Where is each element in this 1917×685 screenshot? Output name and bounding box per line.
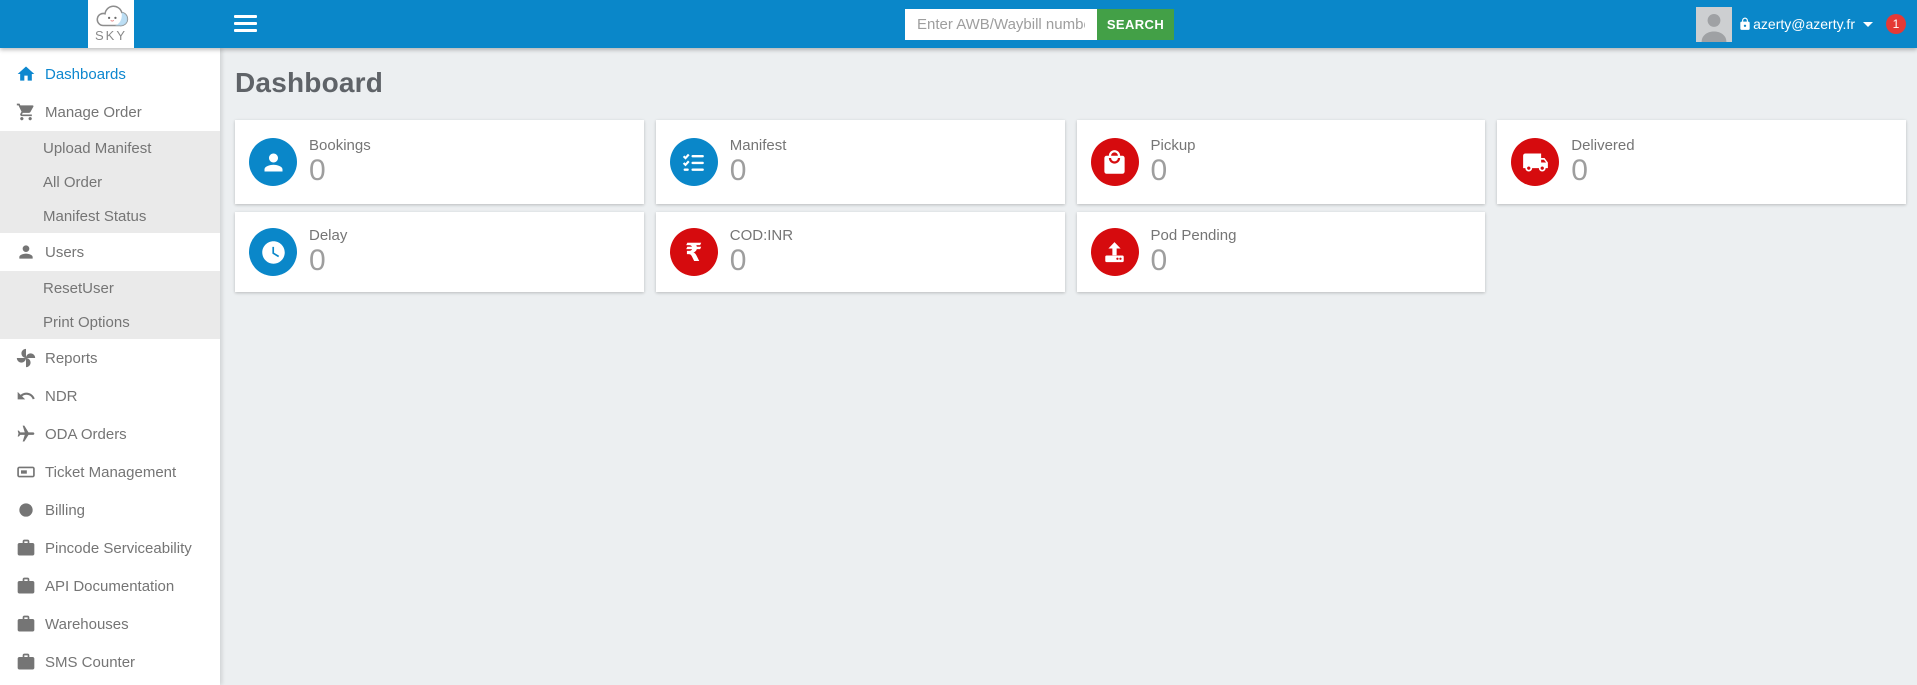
undo-icon	[16, 386, 36, 406]
card-label: Pod Pending	[1150, 227, 1237, 244]
sidebar-item-oda-orders[interactable]: ODA Orders	[0, 415, 220, 453]
sidebar-item-label: SMS Counter	[45, 653, 136, 671]
circle-icon	[16, 500, 36, 520]
sidebar-item-billing[interactable]: Billing	[0, 491, 220, 529]
sidebar-item-label: Dashboards	[45, 65, 126, 83]
avatar[interactable]	[1696, 6, 1733, 42]
card-value: 0	[1571, 154, 1588, 187]
card-value: 0	[729, 244, 747, 277]
lock-icon	[1740, 17, 1750, 30]
cart-icon	[16, 102, 36, 122]
logo-text: SKY	[94, 28, 127, 43]
card-label: Manifest	[729, 137, 787, 154]
card-value: 0	[1150, 154, 1168, 187]
notification-badge[interactable]: 1	[1886, 14, 1906, 34]
card-label: Delay	[309, 227, 348, 244]
sidebar-item-label: Ticket Management	[45, 463, 177, 481]
card-value: 0	[1150, 244, 1168, 277]
avatar-silhouette-icon	[1701, 13, 1727, 42]
sidebar-item-upload-manifest[interactable]: Upload Manifest	[0, 131, 220, 165]
sidebar-item-label: Billing	[45, 501, 86, 519]
sidebar-item-api-documentation[interactable]: API Documentation	[0, 567, 220, 605]
card-value: 0	[729, 154, 747, 187]
truck-icon	[1511, 138, 1560, 186]
clock-icon	[249, 228, 297, 276]
sidebar-item-manage-order[interactable]: Manage Order	[0, 93, 220, 131]
person-icon	[16, 242, 36, 262]
shopping-bag-icon	[1090, 138, 1139, 186]
awb-search: SEARCH	[905, 9, 1174, 40]
pod-pending-card: Pod Pending 0	[1076, 212, 1486, 292]
sidebar-item-label: Manage Order	[45, 103, 142, 121]
pickup-card: Pickup 0	[1076, 120, 1486, 204]
manifest-card: Manifest 0	[655, 120, 1065, 204]
sidebar-item-label: Print Options	[43, 313, 130, 331]
sidebar-item-label: ODA Orders	[45, 425, 127, 443]
menu-toggle-icon[interactable]	[234, 13, 257, 34]
airplane-icon	[16, 424, 36, 444]
ticket-icon	[16, 462, 36, 482]
user-area: azerty@azerty.fr 1	[1696, 0, 1906, 48]
sidebar-item-label: Upload Manifest	[43, 139, 152, 157]
user-email: azerty@azerty.fr	[1753, 16, 1855, 32]
sidebar-item-resetuser[interactable]: ResetUser	[0, 271, 220, 305]
cod-card: ₹ COD:INR 0	[655, 212, 1065, 292]
sidebar-item-label: Reports	[45, 349, 98, 367]
sidebar-item-reports[interactable]: Reports	[0, 339, 220, 377]
sidebar-item-label: All Order	[43, 173, 103, 191]
card-label: Bookings	[309, 137, 371, 154]
briefcase-icon	[16, 614, 36, 634]
awb-search-input[interactable]	[905, 9, 1097, 40]
main-content: Dashboard Bookings 0	[220, 48, 1917, 685]
pinwheel-icon	[16, 348, 36, 368]
sidebar-item-sms-counter[interactable]: SMS Counter	[0, 643, 220, 681]
cloud-logo-icon	[96, 5, 129, 27]
page-title: Dashboard	[235, 67, 384, 98]
sidebar-item-dashboards[interactable]: Dashboards	[0, 55, 220, 93]
users-submenu: ResetUser Print Options	[0, 271, 220, 339]
briefcase-icon	[16, 576, 36, 596]
search-button[interactable]: SEARCH	[1097, 9, 1174, 40]
sidebar: Dashboards Manage Order Upload Manifest …	[0, 48, 220, 685]
sidebar-item-label: Users	[45, 243, 85, 261]
sidebar-item-label: Manifest Status	[43, 207, 147, 225]
card-label: Delivered	[1571, 137, 1635, 154]
briefcase-icon	[16, 652, 36, 672]
sidebar-item-pincode-serviceability[interactable]: Pincode Serviceability	[0, 529, 220, 567]
chevron-down-icon	[1863, 21, 1873, 27]
sidebar-item-ticket-management[interactable]: Ticket Management	[0, 453, 220, 491]
sidebar-item-ndr[interactable]: NDR	[0, 377, 220, 415]
user-menu[interactable]: azerty@azerty.fr	[1738, 16, 1873, 32]
upload-icon	[1090, 228, 1139, 276]
manage-order-submenu: Upload Manifest All Order Manifest Statu…	[0, 131, 220, 233]
home-icon	[16, 64, 36, 84]
topbar: SKY SEARCH azerty@azerty.fr 1	[0, 0, 1917, 48]
bookings-card: Bookings 0	[235, 120, 644, 204]
person-icon	[249, 138, 297, 186]
sidebar-item-label: API Documentation	[45, 577, 175, 595]
sidebar-item-label: Pincode Serviceability	[45, 539, 192, 557]
delay-card: Delay 0	[235, 212, 644, 292]
card-value: 0	[309, 244, 326, 277]
sidebar-item-label: Warehouses	[45, 615, 129, 633]
stat-cards: Bookings 0 Manifest 0	[235, 120, 1906, 292]
app-logo[interactable]: SKY	[88, 0, 134, 48]
checklist-icon	[669, 138, 718, 186]
briefcase-icon	[16, 538, 36, 558]
sidebar-item-print-options[interactable]: Print Options	[0, 305, 220, 339]
card-value: 0	[309, 154, 326, 187]
delivered-card: Delivered 0	[1497, 120, 1906, 204]
sidebar-item-users[interactable]: Users	[0, 233, 220, 271]
card-label: COD:INR	[729, 227, 794, 244]
rupee-icon: ₹	[669, 228, 718, 276]
sidebar-item-all-order[interactable]: All Order	[0, 165, 220, 199]
sidebar-item-label: NDR	[45, 387, 78, 405]
sidebar-item-label: ResetUser	[43, 279, 114, 297]
card-label: Pickup	[1150, 137, 1196, 154]
sidebar-item-warehouses[interactable]: Warehouses	[0, 605, 220, 643]
sidebar-item-manifest-status[interactable]: Manifest Status	[0, 199, 220, 233]
